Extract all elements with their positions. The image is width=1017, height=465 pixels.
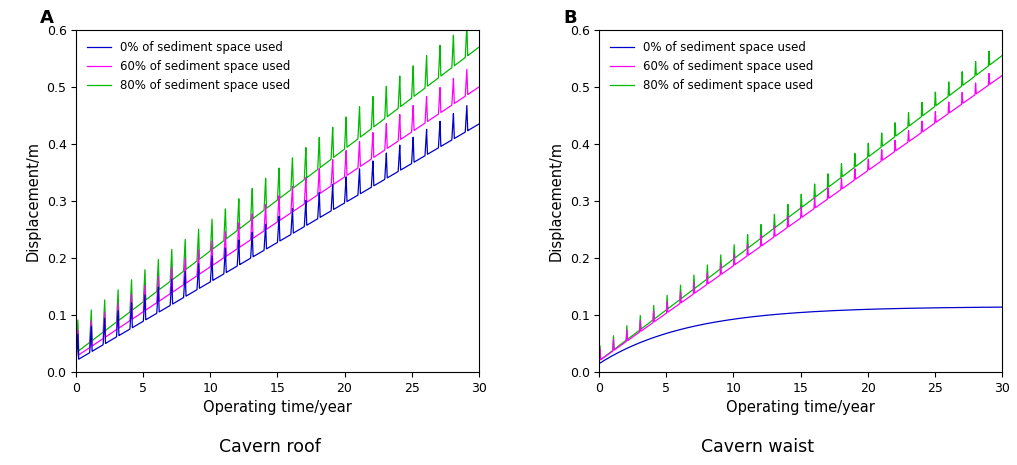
Y-axis label: Displacement/m: Displacement/m [549,141,564,261]
Line: 80% of sediment space used: 80% of sediment space used [76,25,479,352]
80% of sediment space used [689,286,701,291]
60% of sediment space used [691,289,703,294]
80% of sediment space used [168,276,180,281]
60% of sediment space used [982,71,995,76]
Text: B: B [563,9,577,27]
60% of sediment space used [461,66,473,72]
X-axis label: Operating time/year: Operating time/year [203,400,352,415]
80% of sediment space used [164,279,176,285]
Y-axis label: Displacement/m: Displacement/m [26,141,41,261]
80% of sediment space used [250,213,262,219]
80% of sediment space used [461,22,473,28]
60% of sediment space used [993,75,1005,81]
0% of sediment space used [164,303,176,308]
0% of sediment space used [744,314,757,320]
60% of sediment space used [470,86,482,92]
80% of sediment space used [744,243,757,248]
Text: A: A [40,9,54,27]
0% of sediment space used [470,123,482,129]
0% of sediment space used [168,300,180,306]
60% of sediment space used [473,84,485,90]
80% of sediment space used [774,221,786,227]
60% of sediment space used [996,73,1008,79]
80% of sediment space used [993,55,1005,61]
0% of sediment space used [461,103,473,108]
0% of sediment space used [689,323,701,329]
Line: 60% of sediment space used: 60% of sediment space used [76,69,479,357]
Line: 0% of sediment space used: 0% of sediment space used [599,307,1002,364]
80% of sediment space used [686,287,699,292]
60% of sediment space used [686,292,699,297]
0% of sediment space used [691,323,703,328]
80% of sediment space used [982,48,995,54]
0% of sediment space used [996,304,1008,310]
60% of sediment space used [593,358,605,364]
80% of sediment space used [166,249,178,255]
Line: 60% of sediment space used: 60% of sediment space used [599,73,1002,361]
0% of sediment space used [222,269,234,274]
60% of sediment space used [166,267,178,272]
0% of sediment space used [250,252,262,258]
0% of sediment space used [993,305,1005,310]
Text: Cavern roof: Cavern roof [219,438,320,456]
60% of sediment space used [689,290,701,296]
Line: 0% of sediment space used: 0% of sediment space used [76,106,479,361]
Line: 80% of sediment space used: 80% of sediment space used [599,51,1002,361]
60% of sediment space used [774,230,786,236]
60% of sediment space used [250,233,262,239]
60% of sediment space used [222,252,234,258]
0% of sediment space used [70,358,82,364]
60% of sediment space used [70,354,82,359]
60% of sediment space used [168,288,180,294]
0% of sediment space used [473,121,485,127]
80% of sediment space used [70,350,82,355]
0% of sediment space used [686,324,699,329]
60% of sediment space used [744,251,757,256]
Legend: 0% of sediment space used, 60% of sediment space used, 80% of sediment space use: 0% of sediment space used, 60% of sedime… [605,36,818,96]
X-axis label: Operating time/year: Operating time/year [726,400,875,415]
80% of sediment space used [996,53,1008,59]
80% of sediment space used [473,45,485,50]
80% of sediment space used [222,235,234,240]
60% of sediment space used [164,291,176,297]
80% of sediment space used [691,284,703,289]
Legend: 0% of sediment space used, 60% of sediment space used, 80% of sediment space use: 0% of sediment space used, 60% of sedime… [82,36,295,96]
80% of sediment space used [593,358,605,364]
0% of sediment space used [593,361,605,366]
0% of sediment space used [774,311,786,317]
80% of sediment space used [470,47,482,53]
0% of sediment space used [166,279,178,284]
Text: Cavern waist: Cavern waist [701,438,815,456]
